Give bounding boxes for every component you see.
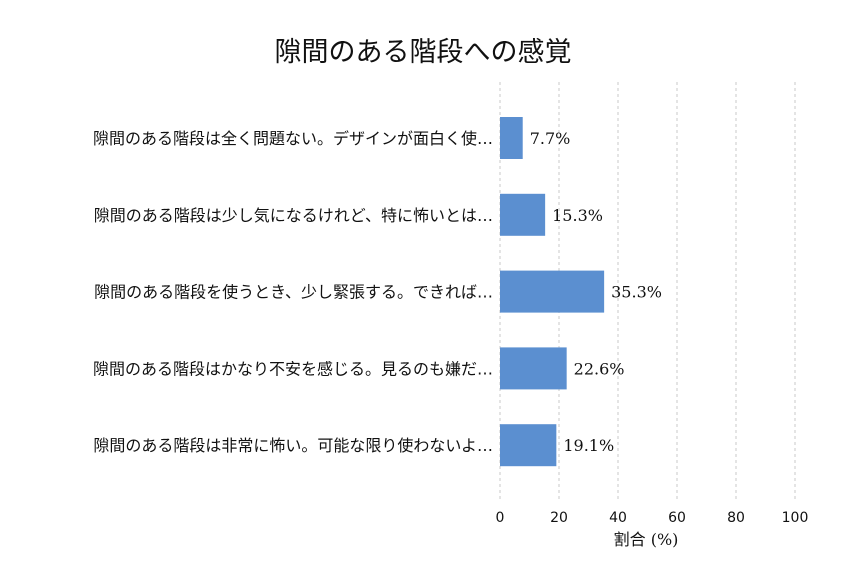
category-label: 隙間のある階段は少し気になるけれど、特に怖いとは…	[94, 206, 493, 225]
bar	[500, 347, 567, 390]
bars	[500, 117, 605, 467]
bar	[500, 424, 557, 467]
category-labels: 隙間のある階段は全く問題ない。デザインが面白く使… 隙間のある階段は少し気になるけ…	[93, 129, 493, 455]
category-label: 隙間のある階段を使うとき、少し緊張する。できれば…	[94, 283, 493, 302]
x-axis-label: 割合 (%)	[614, 530, 679, 549]
bar	[500, 270, 605, 313]
value-label: 35.3%	[611, 283, 662, 302]
x-tick-label: 0	[496, 510, 505, 526]
x-tick-label: 80	[727, 510, 745, 526]
x-tick-label: 60	[668, 510, 686, 526]
x-tick-label: 20	[550, 510, 568, 526]
category-label: 隙間のある階段は全く問題ない。デザインが面白く使…	[93, 129, 493, 148]
value-label: 19.1%	[563, 436, 614, 455]
category-label: 隙間のある階段は非常に怖い。可能な限り使わないよ…	[93, 436, 493, 455]
chart-title: 隙間のある階段への感覚	[275, 37, 572, 68]
value-label: 7.7%	[530, 129, 571, 148]
value-labels: 7.7% 15.3% 35.3% 22.6% 19.1%	[530, 129, 662, 455]
value-label: 22.6%	[574, 359, 625, 378]
x-tick-label: 40	[609, 510, 627, 526]
bar	[500, 117, 523, 159]
x-tick-labels: 0 20 40 60 80 100	[496, 510, 809, 526]
bar	[500, 193, 546, 236]
value-label: 15.3%	[552, 206, 603, 225]
category-label: 隙間のある階段はかなり不安を感じる。見るのも嫌だ…	[93, 359, 493, 378]
x-tick-label: 100	[782, 510, 809, 526]
